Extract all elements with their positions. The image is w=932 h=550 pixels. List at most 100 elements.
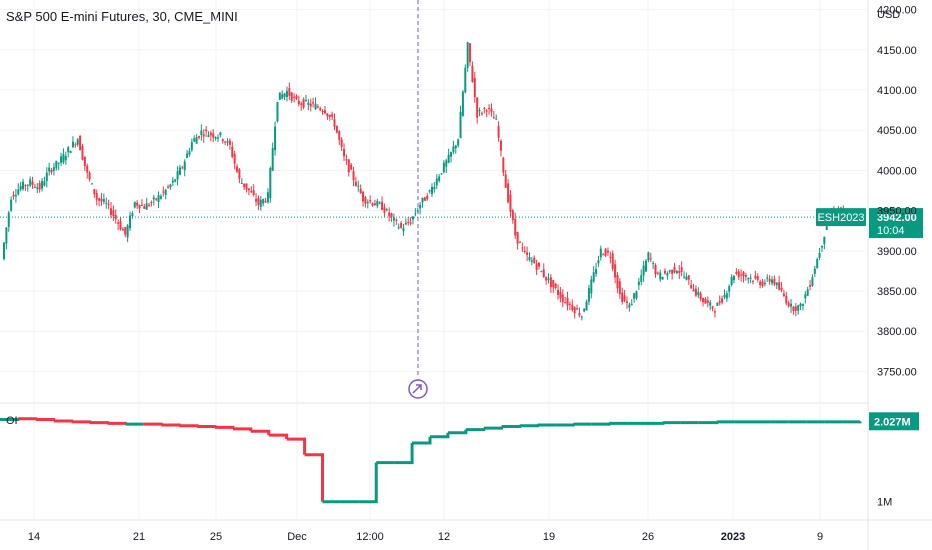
price-tick-label: 3750.00 (877, 366, 917, 378)
candle-body (571, 305, 574, 311)
candle-body (547, 278, 550, 280)
candle-body (247, 188, 250, 191)
candle-body (178, 167, 181, 175)
candle-body (502, 157, 505, 173)
candle-body (326, 113, 329, 117)
candle-body (3, 242, 5, 259)
candle-body (431, 186, 433, 194)
candle-body (616, 275, 619, 289)
candle-body (649, 258, 652, 260)
candle-body (483, 107, 486, 109)
candle-body (761, 281, 764, 286)
candle-body (202, 134, 205, 137)
candle-body (124, 227, 127, 235)
candle-body (88, 172, 91, 180)
candle-body (704, 298, 707, 304)
candle-body (595, 269, 598, 274)
candle-body (390, 213, 393, 218)
candle-body (699, 293, 702, 300)
candle-body (785, 295, 788, 304)
symbol-tag-label: ESH2023 (817, 212, 864, 224)
candle-body (423, 197, 426, 201)
candle-body (383, 207, 386, 213)
candle-body (687, 275, 690, 280)
candle-body (126, 225, 129, 238)
candle-body (557, 289, 560, 295)
candle-body (614, 264, 617, 278)
candle-body (573, 307, 576, 314)
candle-body (148, 204, 151, 206)
candle-body (659, 272, 662, 280)
candle-body (243, 183, 246, 188)
candle-body (516, 231, 519, 244)
candle-body (763, 282, 766, 285)
candle-body (690, 284, 693, 289)
candle-body (528, 256, 531, 261)
candle-body (183, 161, 186, 171)
time-tick-label: 25 (210, 531, 222, 543)
candle-body (452, 146, 455, 152)
candle-body (666, 273, 669, 276)
candle-body (86, 165, 89, 173)
candle-body (50, 170, 53, 173)
candle-body (138, 204, 141, 209)
candle-body (604, 248, 607, 256)
candle-body (535, 263, 538, 270)
oi-line-segment (250, 429, 271, 436)
candle-body (718, 301, 721, 304)
candle-body (713, 311, 716, 313)
candle-body (407, 221, 410, 223)
candle-body (79, 135, 82, 151)
candle-body (69, 151, 72, 154)
oi-line-segment (412, 436, 432, 445)
candle-body (133, 202, 136, 208)
oi-line-segment (17, 417, 38, 421)
candle-body (357, 185, 360, 187)
candle-body (388, 212, 391, 217)
candle-body (518, 241, 521, 243)
candle-body (238, 169, 241, 179)
candle-body (62, 154, 65, 163)
candle-body (780, 287, 783, 291)
arrow-circle-icon[interactable] (408, 379, 428, 399)
candle-body (656, 272, 659, 274)
candle-body (48, 167, 51, 172)
candle-body (478, 109, 481, 112)
oi-line-segment (519, 424, 539, 428)
oi-line-segment (358, 462, 378, 504)
candle-body (421, 197, 424, 203)
candle-body (485, 110, 488, 112)
candle-body (338, 131, 341, 140)
candle-body (469, 43, 472, 63)
candle-body (630, 303, 633, 306)
candle-body (428, 190, 431, 192)
candle-body (302, 99, 305, 108)
time-axis: 14 21 25 Dec 12:00 12 19 26 2023 9 (28, 531, 823, 543)
candle-body (83, 156, 86, 167)
oi-line-segment (430, 432, 450, 439)
candle-body (76, 139, 79, 145)
candle-body (716, 302, 719, 306)
candle-body (661, 277, 664, 280)
oi-line-segment (107, 421, 127, 425)
candle-body (497, 126, 500, 138)
candle-body (352, 171, 355, 181)
candle-body (22, 181, 25, 190)
candle-body (119, 221, 122, 230)
candle-body (461, 91, 464, 116)
candle-body (435, 178, 438, 186)
candle-body (457, 139, 460, 146)
candle-body (200, 130, 203, 136)
candle-body (735, 272, 738, 274)
candle-body (645, 260, 647, 272)
candle-body (271, 147, 274, 171)
price-tick-label: 3850.00 (877, 286, 917, 298)
candle-body (671, 269, 674, 274)
candle-body (188, 151, 191, 155)
time-tick-label: 26 (642, 531, 654, 543)
oi-line-segment (555, 423, 575, 427)
candle-body (335, 125, 338, 133)
candle-body (476, 97, 479, 118)
candle-body (392, 217, 395, 221)
